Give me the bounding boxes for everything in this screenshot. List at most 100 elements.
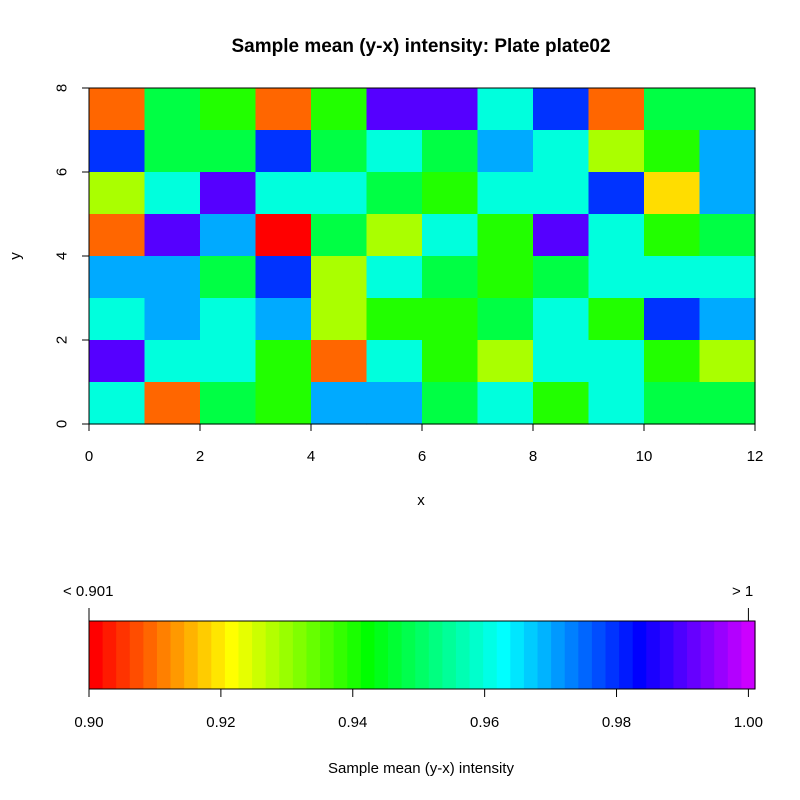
colorbar-swatch [741,621,756,689]
colorbar-tick-label: 0.98 [602,714,631,731]
heatmap-cell [588,214,645,257]
heatmap-cell [699,130,756,173]
colorbar-swatch [333,621,348,689]
colorbar-swatch [700,621,715,689]
colorbar-swatch [265,621,280,689]
colorbar-swatch [469,621,484,689]
heatmap-cell [422,256,479,299]
colorbar-swatch [102,621,117,689]
colorbar-swatch [564,621,579,689]
y-axis: 0 2 4 6 8 [54,84,90,428]
colorbar-swatch [632,621,647,689]
colorbar-swatch [659,621,675,689]
colorbar-swatch [347,621,362,689]
heatmap-cell [89,88,146,131]
heatmap-cell [477,130,534,173]
heatmap-cell [533,256,590,299]
colorbar-swatch [197,621,212,689]
colorbar-tick-label: 0.96 [470,714,499,731]
heatmap-cell [477,340,534,383]
heatmap-cell [644,298,701,341]
heatmap-cell [366,88,423,131]
heatmap-cell [89,172,146,215]
colorbar-swatch [687,621,702,689]
heatmap-cell [477,298,534,341]
y-tick-label: 4 [54,252,71,260]
heatmap-cell [588,88,645,131]
colorbar-swatch [184,621,199,689]
heatmap-cell [311,340,368,383]
colorbar-swatch [714,621,729,689]
colorbar-swatch [619,621,634,689]
heatmap-cell [699,88,756,131]
heatmap-cell [588,130,645,173]
heatmap-cell [200,130,257,173]
heatmap-cell [144,172,201,215]
heatmap-cell [311,256,368,299]
heatmap-cell [144,88,201,131]
heatmap-cell [699,340,756,383]
heatmap-cell [200,340,257,383]
heatmap-cell [422,340,479,383]
heatmap-cell [89,298,146,341]
heatmap-cell [644,130,701,173]
colorbar-swatch [496,621,511,689]
heatmap-cell [144,214,201,257]
heatmap-cell [422,88,479,131]
heatmap-cell [311,298,368,341]
y-axis-label: y [7,252,24,260]
colorbar-swatch [415,621,430,689]
colorbar-axis: 0.90 0.92 0.94 0.96 0.98 1.00 [74,608,763,731]
heatmap-cell [89,214,146,257]
colorbar [89,621,756,689]
x-tick-label: 4 [307,448,315,465]
heatmap-cell [533,298,590,341]
heatmap-cell [255,382,312,425]
colorbar-swatch [360,621,376,689]
colorbar-tick-label: 0.90 [74,714,103,731]
heatmap-cell [588,340,645,383]
heatmap-cell [255,214,312,257]
y-tick-label: 6 [54,168,71,176]
heatmap-cell [699,214,756,257]
heatmap-cell [255,298,312,341]
heatmap-cell [588,256,645,299]
colorbar-swatch [591,621,607,689]
x-tick-label: 6 [418,448,426,465]
colorbar-swatch [89,621,104,689]
heatmap-cell [311,88,368,131]
heatmap-cell [311,382,368,425]
colorbar-swatch [727,621,743,689]
heatmap-cell [366,172,423,215]
colorbar-swatch [224,621,240,689]
colorbar-swatch [483,621,498,689]
heatmap-cell [699,256,756,299]
heatmap-cell [477,256,534,299]
colorbar-swatch [143,621,158,689]
colorbar-tick-label: 0.92 [206,714,235,731]
colorbar-max-label: > 1 [732,583,753,600]
heatmap-cell [422,130,479,173]
colorbar-swatch [388,621,403,689]
heatmap-cell [699,172,756,215]
colorbar-swatch [292,621,308,689]
colorbar-swatch [442,621,457,689]
colorbar-swatch [428,621,443,689]
heatmap-cell [533,130,590,173]
x-axis-label: x [417,492,425,509]
heatmap-cell [311,172,368,215]
heatmap-cell [89,130,146,173]
x-tick-label: 2 [196,448,204,465]
heatmap-cell [200,298,257,341]
colorbar-swatch [129,621,144,689]
heatmap-cell [89,382,146,425]
colorbar-swatch [578,621,593,689]
heatmap-cell [144,130,201,173]
colorbar-swatch [320,621,335,689]
heatmap-cell [533,340,590,383]
colorbar-swatch [605,621,620,689]
heatmap-cell [477,382,534,425]
heatmap-cell [89,340,146,383]
heatmap-cell [588,172,645,215]
